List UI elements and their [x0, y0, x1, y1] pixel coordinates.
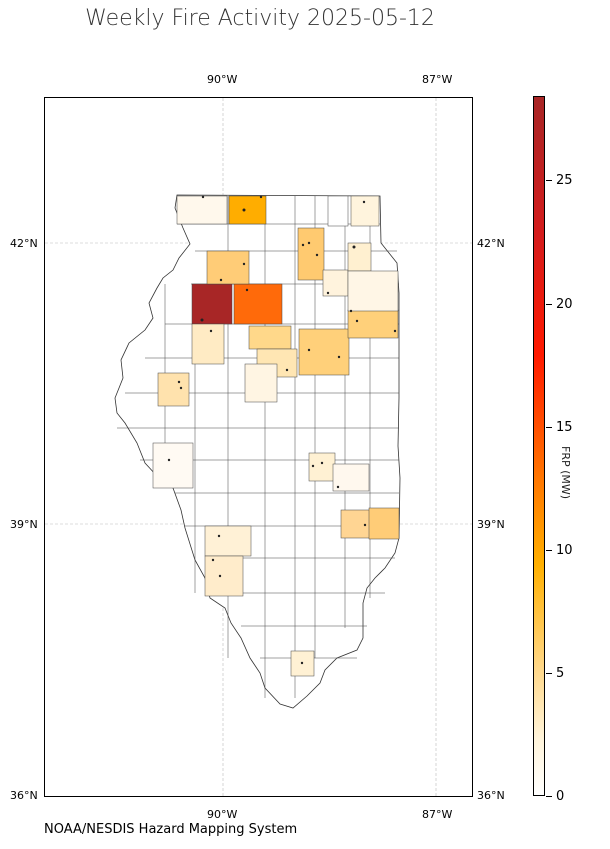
county-fire-6 — [298, 328, 350, 376]
colorbar-tick-25: 25 — [556, 173, 573, 188]
left-lat-tick-39n: 39°N — [10, 518, 38, 531]
fire-detections — [167, 195, 397, 665]
colorbar-tick-10: 10 — [556, 543, 573, 558]
county-fire-20 — [176, 195, 228, 225]
colorbar-axis-label: FRP (MW) — [559, 446, 572, 500]
illinois-county-map — [45, 98, 472, 796]
frp-colorbar — [533, 96, 545, 796]
county-fire-1 — [191, 283, 233, 325]
county-fire-21 — [244, 363, 278, 403]
county-fire-26 — [327, 195, 349, 227]
county-fire-2 — [233, 283, 283, 325]
colorbar-tick-20: 20 — [556, 297, 573, 312]
fire-counties — [152, 195, 400, 677]
county-fire-11 — [157, 372, 190, 407]
colorbar-tick-5: 5 — [556, 666, 565, 681]
left-lat-tick-36n: 36°N — [10, 789, 38, 802]
county-fire-24 — [152, 442, 194, 489]
credit-text: NOAA/NESDIS Hazard Mapping System — [44, 822, 298, 837]
county-fire-10 — [191, 323, 225, 365]
county-fire-18 — [347, 270, 399, 312]
top-lon-tick-90w: 90°W — [207, 73, 238, 86]
map-frame — [44, 97, 473, 797]
colorbar-tick-15: 15 — [556, 420, 573, 435]
county-fire-4 — [206, 250, 250, 285]
county-fire-17 — [347, 242, 372, 272]
top-lon-tick-87w: 87°W — [422, 73, 453, 86]
county-fire-19 — [350, 195, 380, 227]
left-lat-tick-42n: 42°N — [10, 237, 38, 250]
county-fire-5 — [297, 227, 325, 281]
right-lat-tick-39n: 39°N — [477, 518, 505, 531]
county-fire-8 — [248, 325, 292, 350]
colorbar-tick-0: 0 — [556, 789, 565, 804]
right-lat-tick-42n: 42°N — [477, 237, 505, 250]
map-title: Weekly Fire Activity 2025-05-12 — [85, 6, 435, 31]
county-fire-7 — [347, 309, 399, 339]
county-fire-13 — [368, 507, 400, 540]
right-lat-tick-36n: 36°N — [477, 789, 505, 802]
county-fire-3 — [228, 195, 267, 225]
bottom-lon-tick-87w: 87°W — [422, 808, 453, 821]
county-fire-14 — [204, 525, 252, 557]
county-fire-16 — [322, 269, 349, 297]
bottom-lon-tick-90w: 90°W — [207, 808, 238, 821]
county-fire-15 — [204, 555, 244, 597]
